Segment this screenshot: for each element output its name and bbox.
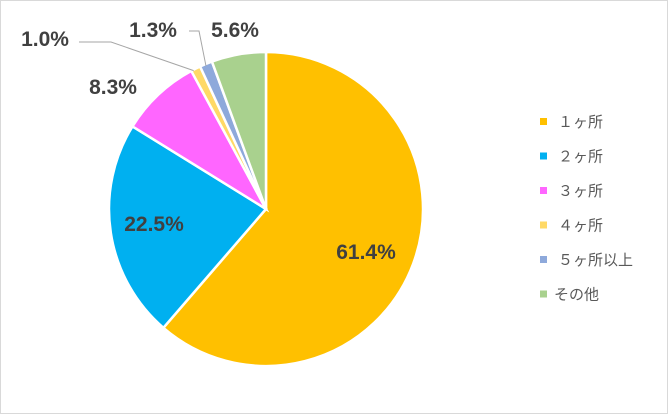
data-label: 8.3% <box>89 76 137 99</box>
data-label: 1.3% <box>129 19 177 42</box>
legend-label: その他 <box>554 286 599 304</box>
data-label: 5.6% <box>211 19 259 42</box>
legend-swatch <box>540 187 547 194</box>
legend-swatch <box>540 256 547 263</box>
leader-line <box>189 30 207 67</box>
data-label: 1.0% <box>21 28 69 51</box>
legend-label: ３ヶ所 <box>558 182 603 200</box>
legend-swatch <box>540 152 547 160</box>
leader-line <box>79 41 194 72</box>
legend-swatch <box>540 118 547 125</box>
legend-swatch <box>540 221 547 229</box>
legend-label: ２ヶ所 <box>558 148 603 166</box>
legend-label: ５ヶ所以上 <box>558 251 633 269</box>
pie-slice <box>210 50 268 210</box>
data-label: 61.4% <box>336 241 396 264</box>
legend-label: ４ヶ所 <box>558 217 603 235</box>
legend-swatch <box>540 290 547 298</box>
legend-label: １ヶ所 <box>558 113 603 131</box>
pie-slice <box>161 50 425 368</box>
pie-slice <box>107 124 268 330</box>
data-label: 22.5% <box>124 213 184 236</box>
